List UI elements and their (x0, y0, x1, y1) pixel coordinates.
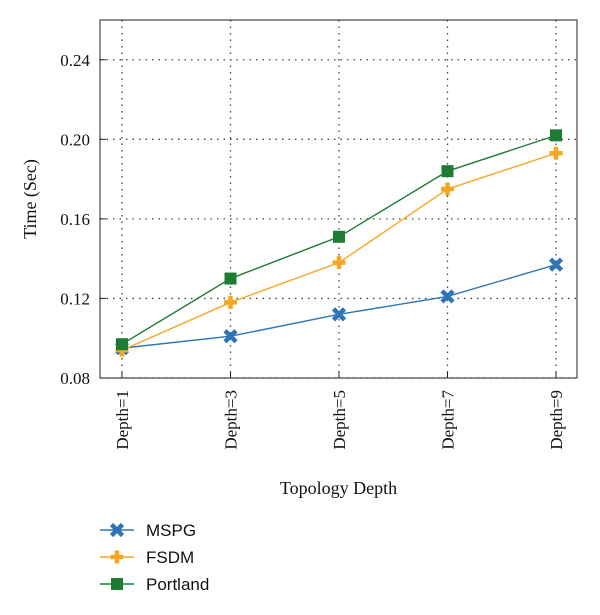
y-axis-title: Time (Sec) (20, 159, 41, 239)
x-tick-label: Depth=5 (330, 390, 349, 450)
data-point-portland (116, 338, 128, 351)
plus-icon (110, 550, 124, 564)
axis-ticks: 0.08 0.12 0.16 0.20 0.24 Depth=1 Depth=3 Depth=… (60, 51, 566, 450)
x-tick-label: Depth=7 (439, 390, 458, 450)
series-portland (116, 129, 562, 351)
y-tick-label: 0.08 (60, 369, 90, 388)
data-point-portland (550, 129, 562, 142)
data-point-mspg (331, 307, 347, 322)
legend-label-fsdm: FSDM (146, 548, 194, 567)
legend-label-portland: Portland (146, 575, 209, 594)
legend-item-fsdm: FSDM (100, 548, 194, 567)
legend-label-mspg: MSPG (146, 521, 196, 540)
data-point-mspg (548, 257, 564, 272)
legend: MSPG FSDM Portland (100, 521, 209, 594)
data-point-fsdm (441, 182, 454, 196)
y-tick-label: 0.12 (60, 289, 90, 308)
legend-item-mspg: MSPG (100, 521, 196, 540)
series-mspg (114, 257, 564, 356)
data-point-portland (441, 165, 454, 178)
data-point-mspg (223, 329, 238, 344)
data-point-fsdm (224, 295, 237, 309)
y-tick-label: 0.16 (60, 210, 90, 229)
y-tick-label: 0.20 (60, 130, 90, 149)
x-icon (109, 522, 125, 538)
data-point-fsdm (332, 256, 346, 270)
x-tick-label: Depth=9 (547, 390, 566, 450)
legend-item-portland: Portland (100, 575, 209, 594)
data-point-portland (333, 230, 345, 243)
x-axis-title: Topology Depth (280, 478, 397, 498)
x-tick-label: Depth=3 (222, 390, 241, 450)
square-icon (111, 578, 123, 590)
data-point-portland (224, 272, 237, 285)
data-point-fsdm (549, 146, 563, 160)
data-point-mspg (440, 289, 455, 304)
y-tick-label: 0.24 (60, 51, 90, 70)
grid (100, 20, 577, 379)
x-tick-label: Depth=1 (113, 390, 132, 450)
series-layer (114, 129, 564, 357)
